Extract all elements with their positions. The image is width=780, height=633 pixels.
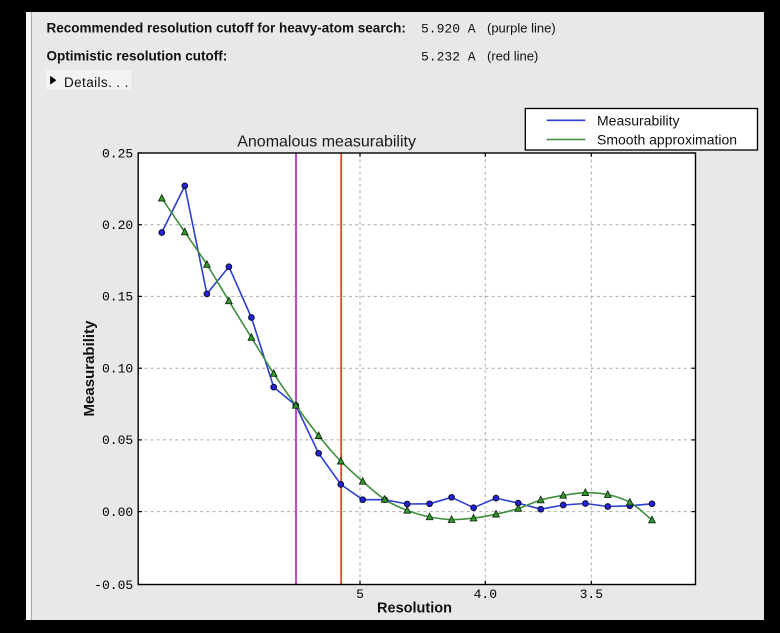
svg-text:(purple line): (purple line)	[487, 21, 556, 36]
svg-text:Resolution: Resolution	[377, 601, 452, 617]
svg-text:Recommended resolution cutoff: Recommended resolution cutoff for heavy-…	[47, 21, 406, 36]
svg-text:Anomalous measurability: Anomalous measurability	[237, 134, 416, 151]
svg-text:0.25: 0.25	[102, 146, 133, 161]
svg-text:5.920 A: 5.920 A	[421, 22, 476, 37]
svg-text:Smooth approximation: Smooth approximation	[597, 132, 737, 148]
svg-text:(red line): (red line)	[487, 49, 538, 64]
svg-text:0.10: 0.10	[102, 362, 133, 377]
svg-text:Details. . .: Details. . .	[64, 75, 129, 90]
svg-text:3.5: 3.5	[580, 587, 603, 602]
svg-text:0.05: 0.05	[102, 433, 133, 448]
svg-text:0.00: 0.00	[102, 505, 133, 520]
svg-text:5.232 A: 5.232 A	[421, 50, 476, 65]
svg-text:5: 5	[356, 587, 364, 602]
svg-text:Measurability: Measurability	[597, 112, 679, 128]
svg-text:0.20: 0.20	[102, 218, 133, 233]
svg-text:Measurability: Measurability	[81, 320, 98, 417]
svg-text:0.15: 0.15	[102, 290, 133, 305]
svg-text:Optimistic resolution cutoff:: Optimistic resolution cutoff:	[47, 49, 228, 64]
svg-text:4.0: 4.0	[474, 587, 497, 602]
svg-text:-0.05: -0.05	[94, 578, 133, 593]
